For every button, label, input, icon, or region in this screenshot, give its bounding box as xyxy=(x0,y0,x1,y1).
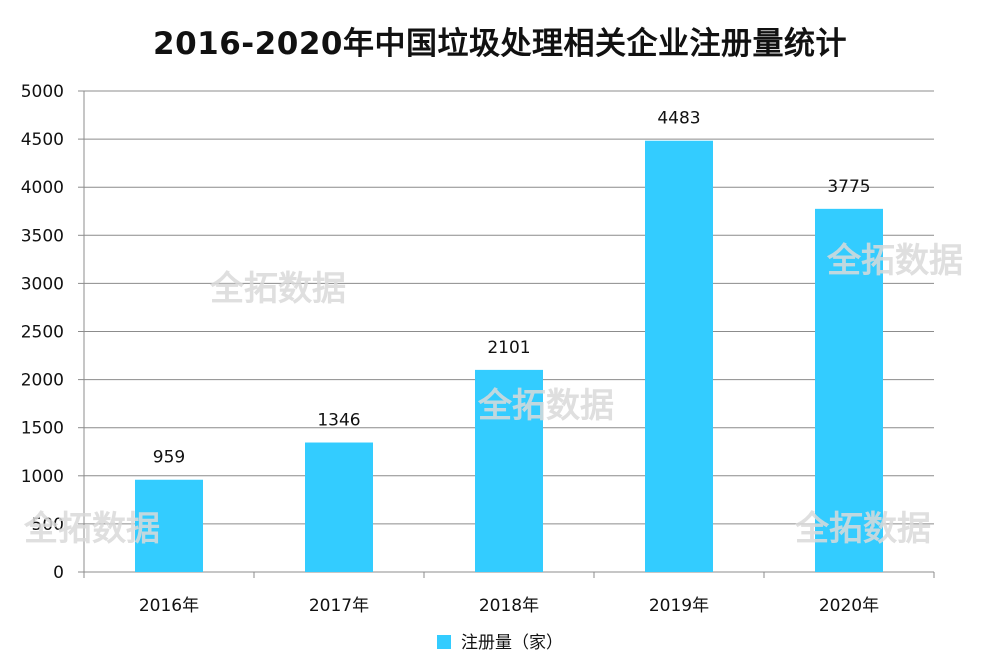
data-label: 1346 xyxy=(317,411,360,431)
y-tick-label: 3500 xyxy=(21,226,64,246)
y-tick-label: 500 xyxy=(32,515,64,535)
bar xyxy=(475,369,543,572)
y-tick-label: 1500 xyxy=(21,419,64,439)
x-tick-label: 2018年 xyxy=(479,596,539,616)
data-label: 4483 xyxy=(657,109,700,129)
x-tick-label: 2020年 xyxy=(819,596,879,616)
axes: 0 500 1000 1500 2000 2500 3000 3500 4000 4500 5000… xyxy=(21,82,935,616)
watermark: 全拓数据 xyxy=(794,509,931,549)
x-tick-label: 2017年 xyxy=(309,596,369,616)
watermark: 全拓数据 xyxy=(23,509,160,549)
bar xyxy=(135,479,203,572)
data-label: 959 xyxy=(153,448,185,468)
watermark: 全拓数据 xyxy=(209,269,346,309)
data-labels: 959 1346 2101 4483 3775 xyxy=(153,109,871,468)
legend: 注册量（家） xyxy=(0,628,1000,653)
bar xyxy=(305,442,373,572)
x-tick-label: 2016年 xyxy=(139,596,199,616)
legend-label: 注册量（家） xyxy=(461,633,563,653)
y-tick-label: 2500 xyxy=(21,323,64,343)
y-tick-label: 3000 xyxy=(21,274,64,294)
y-tick-label: 0 xyxy=(53,563,64,583)
watermark: 全拓数据 xyxy=(826,241,963,281)
bar xyxy=(815,208,883,572)
chart-title: 2016-2020年中国垃圾处理相关企业注册量统计 xyxy=(153,26,847,62)
y-tick-label: 2000 xyxy=(21,371,64,391)
bars xyxy=(135,140,883,572)
watermark: 全拓数据 xyxy=(477,386,614,426)
bar xyxy=(645,140,713,572)
x-tick-label: 2019年 xyxy=(649,596,709,616)
legend-swatch xyxy=(437,635,451,649)
y-tick-label: 4000 xyxy=(21,178,64,198)
data-label: 2101 xyxy=(487,338,530,358)
y-tick-label: 4500 xyxy=(21,130,64,150)
y-tick-label: 1000 xyxy=(21,467,64,487)
y-tick-label: 5000 xyxy=(21,82,64,102)
data-label: 3775 xyxy=(827,177,870,197)
